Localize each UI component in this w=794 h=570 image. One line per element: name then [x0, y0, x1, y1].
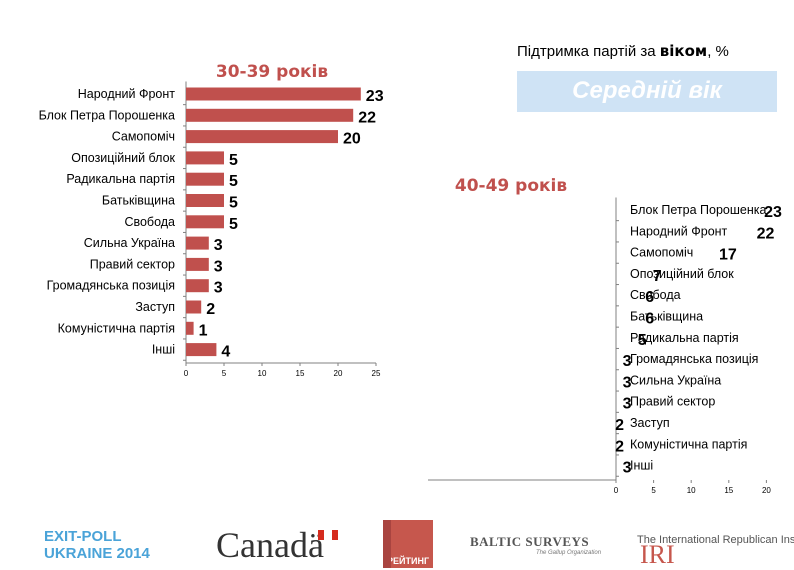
rating-logo: РЕЙТИНГ: [383, 520, 433, 568]
iri-logo: IRI: [640, 540, 675, 569]
chart-2-value-label: 22: [757, 225, 775, 242]
chart-1-value-label: 4: [221, 344, 230, 361]
chart-1-category-label: Батьківщина: [102, 194, 175, 208]
chart-1-bar: [186, 321, 194, 335]
chart-1-bar: [186, 108, 354, 122]
chart-1-value-label: 22: [358, 109, 376, 126]
chart-1-tick-label: 5: [222, 369, 227, 378]
chart-1-bar: [186, 87, 361, 101]
chart-1-value-label: 3: [214, 258, 223, 275]
chart-2-category-label: Правий сектор: [630, 395, 715, 409]
chart-1-bar: [186, 194, 224, 207]
chart-1-category-label: Заступ: [135, 300, 175, 314]
chart-1-category-label: Радикальна партія: [66, 172, 175, 186]
exit-poll-logo: EXIT-POLL UKRAINE 2014: [44, 528, 150, 562]
chart-1-value-label: 5: [229, 173, 238, 190]
baltic-surveys-logo: BALTIC SURVEYS: [470, 534, 590, 549]
iri-name: The International Republican Institute: [637, 534, 794, 546]
chart-2-category-label: Опозиційний блок: [630, 267, 734, 281]
chart-heading: Підтримка партій за віком, %: [517, 42, 729, 60]
chart-1-value-label: 5: [229, 152, 238, 169]
chart-2-value-label: 5: [638, 332, 647, 349]
chart-1-category-label: Сильна Україна: [84, 236, 175, 250]
chart-2-tick-label: 0: [614, 486, 619, 495]
heading-bold: віком: [659, 42, 708, 60]
chart-2-tick-label: 20: [762, 486, 771, 495]
chart-1-bar: [186, 151, 224, 165]
chart-1-bar: [186, 300, 202, 314]
chart-1-value-label: 23: [366, 88, 384, 105]
chart-1-bar: [186, 172, 224, 186]
chart-1-value-label: 2: [206, 301, 215, 318]
heading-suffix: , %: [707, 43, 729, 60]
chart-2-category-label: Батьківщина: [630, 310, 703, 324]
chart-1-value-label: 1: [199, 322, 208, 339]
heading-prefix: Підтримка партій за: [517, 43, 660, 60]
exit-poll-line1: EXIT-POLL: [44, 528, 122, 545]
chart-2-value-label: 7: [653, 268, 662, 285]
chart-2-category-label: Самопоміч: [630, 246, 693, 260]
chart-2-value-label: 6: [645, 289, 654, 306]
chart-1-bar: [186, 257, 209, 271]
chart-2-tick-label: 10: [687, 486, 696, 495]
chart-2-value-label: 3: [623, 353, 632, 370]
chart-1-bar: [186, 279, 209, 293]
banner-text: Середній вік: [572, 77, 722, 104]
chart-2-category-label: Народний Фронт: [630, 224, 728, 238]
chart-2-value-label: 3: [623, 396, 632, 413]
rating-text: РЕЙТИНГ: [387, 556, 430, 566]
chart-2-value-label: 23: [764, 204, 782, 221]
canada-flag-icon: [318, 530, 338, 540]
chart-1-value-label: 20: [343, 131, 361, 148]
chart-1-bar: [186, 130, 338, 144]
chart-2-category-label: Радикальна партія: [630, 331, 739, 345]
chart-2-category-label: Заступ: [630, 416, 670, 430]
chart-2-tick-label: 15: [724, 486, 733, 495]
chart-2-title: 40-49 років: [455, 176, 568, 196]
chart-1-tick-label: 25: [372, 369, 381, 378]
canada-logo: Canadä: [216, 525, 324, 565]
chart-2-value-label: 2: [615, 438, 624, 455]
chart-1-category-label: Інші: [152, 343, 175, 357]
chart-2-category-label: Сильна Україна: [630, 373, 721, 387]
gallup-text: The Gallup Organization: [536, 550, 602, 556]
chart-1-category-label: Комуністична партія: [58, 321, 175, 335]
chart-1-category-label: Народний Фронт: [78, 87, 176, 101]
chart-1-value-label: 3: [214, 237, 223, 254]
chart-1-value-label: 5: [229, 216, 238, 233]
exit-poll-line2: UKRAINE 2014: [44, 545, 150, 562]
chart-2-value-label: 3: [623, 460, 632, 477]
chart-1-category-label: Опозиційний блок: [71, 151, 175, 165]
chart-1-value-label: 3: [214, 280, 223, 297]
chart-1-tick-label: 20: [334, 369, 343, 378]
rating-logo-stripe: [383, 520, 391, 568]
chart-1-category-label: Громадянська позиція: [47, 279, 175, 293]
chart-2-value-label: 17: [719, 247, 737, 264]
chart-1-title: 30-39 років: [216, 62, 329, 82]
chart-1-bar: [186, 236, 209, 250]
chart-2-category-label: Громадянська позиція: [630, 352, 758, 366]
chart-2-value-label: 6: [645, 311, 654, 328]
chart-1-category-label: Самопоміч: [112, 130, 175, 144]
chart-2-value-label: 2: [615, 417, 624, 434]
chart-2-category-label: Свобода: [630, 288, 681, 302]
chart-1-bar: [186, 215, 224, 229]
chart-2-category-label: Інші: [630, 459, 653, 473]
chart-1-category-label: Свобода: [124, 215, 175, 229]
chart-2-category-label: Комуністична партія: [630, 437, 747, 451]
chart-1-value-label: 5: [229, 195, 238, 212]
chart-2-tick-label: 5: [651, 486, 656, 495]
chart-1-tick-label: 0: [184, 369, 189, 378]
chart-1-category-label: Блок Петра Порошенка: [39, 108, 175, 122]
section-banner: Середній вік: [517, 71, 777, 112]
chart-2-category-label: Блок Петра Порошенка: [630, 203, 766, 217]
chart-1-tick-label: 15: [296, 369, 305, 378]
chart-1-bar: [186, 343, 217, 357]
chart-1-tick-label: 10: [258, 369, 267, 378]
chart-1-category-label: Правий сектор: [90, 257, 175, 271]
chart-2-value-label: 3: [623, 374, 632, 391]
